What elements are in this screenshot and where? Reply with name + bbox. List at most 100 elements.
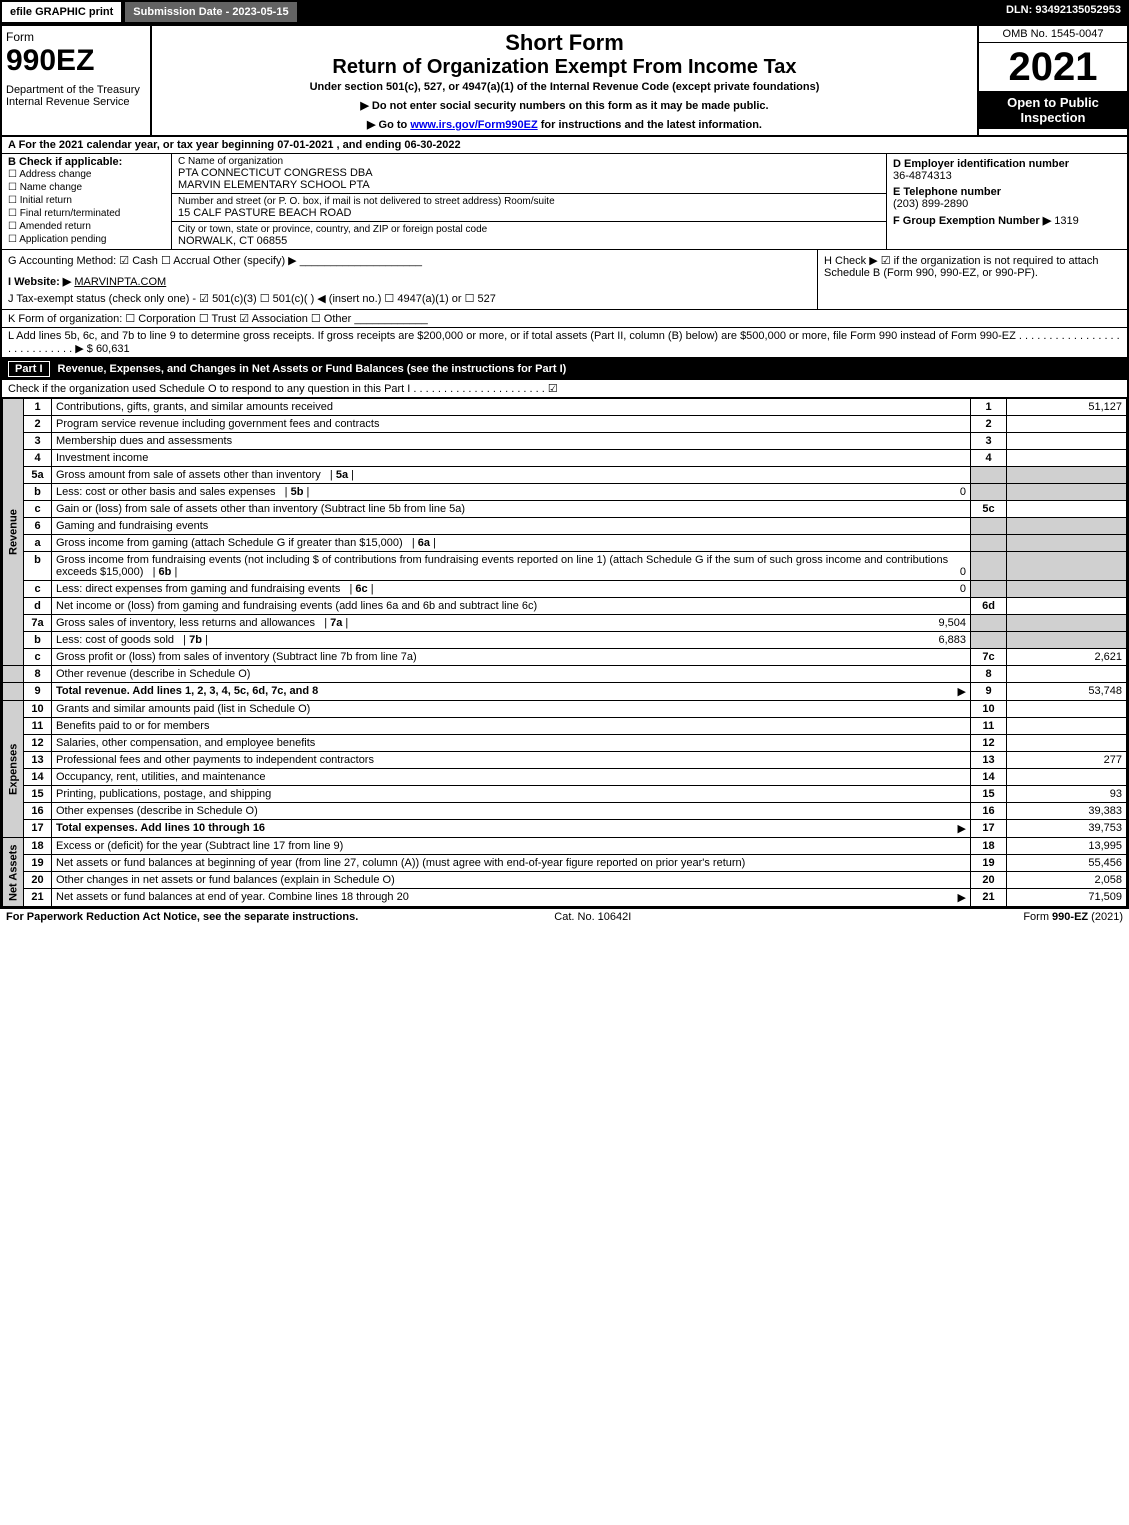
c-city: NORWALK, CT 06855 bbox=[178, 235, 880, 247]
l8-amt bbox=[1007, 666, 1127, 683]
l4-box: 4 bbox=[971, 450, 1007, 467]
c-name-cell: C Name of organization PTA CONNECTICUT C… bbox=[172, 154, 886, 194]
l12-amt bbox=[1007, 735, 1127, 752]
cb-initial[interactable]: ☐ Initial return bbox=[8, 194, 165, 207]
l7b-iv: 6,883 bbox=[938, 634, 966, 646]
l11-t: Benefits paid to or for members bbox=[52, 718, 971, 735]
l5b-sh bbox=[971, 484, 1007, 501]
sec-h: H Check ▶ ☑ if the organization is not r… bbox=[817, 250, 1127, 309]
l16-box: 16 bbox=[971, 803, 1007, 820]
l9-n: 9 bbox=[24, 683, 52, 701]
l6a-tt: Gross income from gaming (attach Schedul… bbox=[56, 537, 403, 549]
header-mid: Short Form Return of Organization Exempt… bbox=[152, 26, 977, 135]
lines-table: Revenue 1 Contributions, gifts, grants, … bbox=[2, 398, 1127, 907]
l17-arrow: ▶ bbox=[958, 822, 966, 835]
title-short-form: Short Form bbox=[158, 30, 971, 56]
l6a-t: Gross income from gaming (attach Schedul… bbox=[52, 535, 971, 552]
cb-name[interactable]: ☐ Name change bbox=[8, 181, 165, 194]
dln: DLN: 93492135052953 bbox=[998, 0, 1129, 24]
l13-amt: 277 bbox=[1007, 752, 1127, 769]
l6b-tt: Gross income from fundraising events (no… bbox=[56, 554, 948, 578]
l6a-n: a bbox=[24, 535, 52, 552]
l10-box: 10 bbox=[971, 701, 1007, 718]
d-tel-lbl: E Telephone number bbox=[893, 186, 1001, 198]
cb-final[interactable]: ☐ Final return/terminated bbox=[8, 207, 165, 220]
c-name-lbl: C Name of organization bbox=[178, 156, 880, 167]
form-number: 990EZ bbox=[6, 44, 146, 78]
l2-t: Program service revenue including govern… bbox=[52, 416, 971, 433]
l7a-ib: 7a bbox=[330, 617, 342, 629]
form-header: Form 990EZ Department of the Treasury In… bbox=[2, 26, 1127, 137]
dept: Department of the Treasury Internal Reve… bbox=[6, 84, 146, 108]
l6-sh bbox=[971, 518, 1007, 535]
efile-print-link[interactable]: efile GRAPHIC print bbox=[0, 0, 123, 24]
note-1: ▶ Do not enter social security numbers o… bbox=[158, 99, 971, 112]
l6d-box: 6d bbox=[971, 598, 1007, 615]
l5a-t: Gross amount from sale of assets other t… bbox=[52, 467, 971, 484]
g-accounting: G Accounting Method: ☑ Cash ☐ Accrual Ot… bbox=[8, 254, 811, 267]
b-label: B Check if applicable: bbox=[8, 156, 122, 168]
l19-box: 19 bbox=[971, 855, 1007, 872]
d-ein-lbl: D Employer identification number bbox=[893, 158, 1069, 170]
cb-address[interactable]: ☐ Address change bbox=[8, 168, 165, 181]
l14-n: 14 bbox=[24, 769, 52, 786]
l5c-n: c bbox=[24, 501, 52, 518]
cb-amended[interactable]: ☐ Amended return bbox=[8, 220, 165, 233]
d-tel: (203) 899-2890 bbox=[893, 198, 968, 210]
l19-n: 19 bbox=[24, 855, 52, 872]
l6c-iv: 0 bbox=[960, 583, 966, 595]
irs-link[interactable]: www.irs.gov/Form990EZ bbox=[410, 119, 537, 131]
l6-t: Gaming and fundraising events bbox=[52, 518, 971, 535]
l9-t: Total revenue. Add lines 1, 2, 3, 4, 5c,… bbox=[52, 683, 971, 701]
l8-box: 8 bbox=[971, 666, 1007, 683]
l5b-iv: 0 bbox=[960, 486, 966, 498]
row-a-text: A For the 2021 calendar year, or tax yea… bbox=[8, 139, 461, 151]
l5c-box: 5c bbox=[971, 501, 1007, 518]
cb-pending[interactable]: ☐ Application pending bbox=[8, 233, 165, 246]
l10-amt bbox=[1007, 701, 1127, 718]
l10-n: 10 bbox=[24, 701, 52, 718]
c-addr: 15 CALF PASTURE BEACH ROAD bbox=[178, 207, 880, 219]
l11-amt bbox=[1007, 718, 1127, 735]
cb-final-lbl: Final return/terminated bbox=[20, 208, 121, 219]
l7a-sh bbox=[971, 615, 1007, 632]
i-website[interactable]: MARVINPTA.COM bbox=[74, 276, 166, 288]
footer-mid: Cat. No. 10642I bbox=[554, 911, 631, 923]
l6-n: 6 bbox=[24, 518, 52, 535]
l7b-n: b bbox=[24, 632, 52, 649]
l5a-n: 5a bbox=[24, 467, 52, 484]
form-container: Form 990EZ Department of the Treasury In… bbox=[0, 24, 1129, 909]
l6b-iv: 0 bbox=[960, 566, 966, 578]
c-addr-lbl: Number and street (or P. O. box, if mail… bbox=[178, 196, 880, 207]
l16-t: Other expenses (describe in Schedule O) bbox=[52, 803, 971, 820]
footer-left: For Paperwork Reduction Act Notice, see … bbox=[6, 911, 358, 923]
l14-t: Occupancy, rent, utilities, and maintena… bbox=[52, 769, 971, 786]
l5a-sh bbox=[971, 467, 1007, 484]
l5b-t: Less: cost or other basis and sales expe… bbox=[52, 484, 971, 501]
footer: For Paperwork Reduction Act Notice, see … bbox=[0, 909, 1129, 925]
l7c-amt: 2,621 bbox=[1007, 649, 1127, 666]
j-status: J Tax-exempt status (check only one) - ☑… bbox=[8, 292, 811, 305]
l6c-tt: Less: direct expenses from gaming and fu… bbox=[56, 583, 340, 595]
l9-box: 9 bbox=[971, 683, 1007, 701]
l7b-sha bbox=[1007, 632, 1127, 649]
l5b-sha bbox=[1007, 484, 1127, 501]
l11-box: 11 bbox=[971, 718, 1007, 735]
l9-tt: Total revenue. Add lines 1, 2, 3, 4, 5c,… bbox=[56, 685, 318, 697]
l19-amt: 55,456 bbox=[1007, 855, 1127, 872]
l1-t: Contributions, gifts, grants, and simila… bbox=[52, 399, 971, 416]
header-left: Form 990EZ Department of the Treasury In… bbox=[2, 26, 152, 135]
l6b-n: b bbox=[24, 552, 52, 581]
col-d: D Employer identification number36-48743… bbox=[887, 154, 1127, 249]
l1-n: 1 bbox=[24, 399, 52, 416]
l1-box: 1 bbox=[971, 399, 1007, 416]
submission-date: Submission Date - 2023-05-15 bbox=[123, 0, 298, 24]
l5c-amt bbox=[1007, 501, 1127, 518]
l8-t: Other revenue (describe in Schedule O) bbox=[52, 666, 971, 683]
l21-t: Net assets or fund balances at end of ye… bbox=[52, 889, 971, 907]
part-i-label: Part I bbox=[8, 361, 50, 377]
l7c-t: Gross profit or (loss) from sales of inv… bbox=[52, 649, 971, 666]
part-i-check: Check if the organization used Schedule … bbox=[2, 380, 1127, 398]
l13-box: 13 bbox=[971, 752, 1007, 769]
cb-amended-lbl: Amended return bbox=[19, 221, 91, 232]
